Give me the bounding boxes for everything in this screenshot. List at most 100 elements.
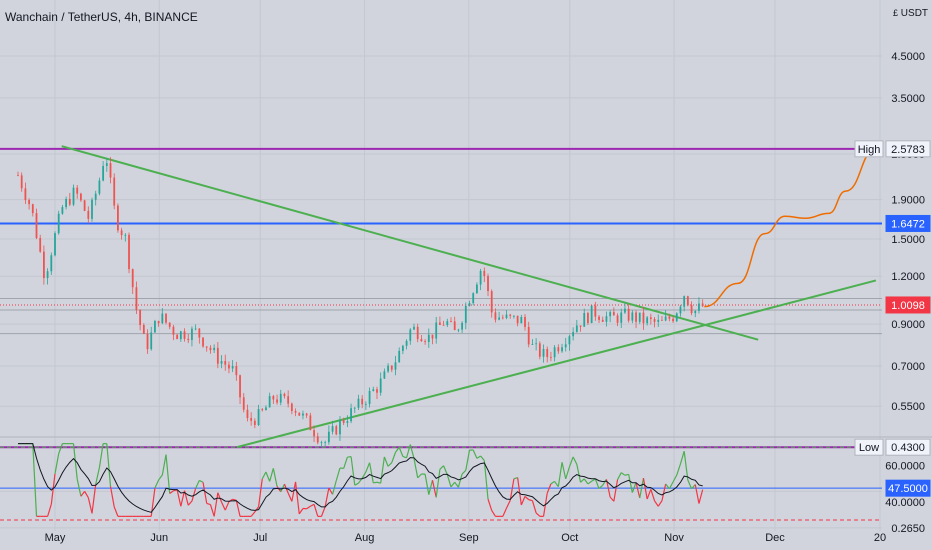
high-price-badge-value: 2.5783 (891, 144, 925, 156)
candle-body (46, 271, 49, 279)
candle-body (342, 420, 345, 423)
rsi-segment (505, 500, 511, 509)
rsi-segment (331, 480, 337, 495)
rsi-segment (383, 456, 389, 467)
candle-body (235, 366, 238, 376)
rsi-segment (672, 474, 678, 483)
candle-body (438, 322, 441, 325)
candle-body (631, 312, 634, 321)
rsi-segment (524, 495, 530, 501)
projection-path[interactable] (704, 148, 877, 308)
candle-body (627, 308, 630, 321)
rsi-segment (443, 465, 448, 475)
candle-body (590, 305, 593, 324)
rsi-segment (235, 500, 241, 517)
x-tick-label: Oct (561, 532, 578, 544)
candle-body (398, 350, 401, 363)
rsi-segment (287, 492, 293, 502)
candle-body (675, 313, 678, 322)
rsi-segment (687, 479, 693, 489)
x-tick-label: Sep (459, 532, 479, 544)
candle-body (527, 326, 530, 345)
candle-body (272, 396, 275, 400)
x-tick-label: 20 (874, 532, 886, 544)
price-axis[interactable]: 4.50003.50002.50001.90001.50001.20000.90… (885, 51, 925, 535)
candle-body (524, 317, 526, 327)
candle-body (575, 325, 578, 333)
rsi-segment (376, 481, 381, 484)
rsi-segment (568, 456, 574, 468)
rsi-segment (313, 504, 319, 517)
candle-body (290, 403, 293, 412)
low-price-badge-box (885, 438, 931, 456)
rsi-segment (291, 481, 297, 502)
rsi-segment (646, 489, 652, 500)
candle-body (372, 389, 375, 391)
rsi-segment (517, 477, 522, 506)
rsi-segment (594, 478, 600, 489)
current-price-badge-value: 1.0098 (891, 300, 925, 312)
rsi-segment (32, 443, 38, 517)
candle-body (457, 329, 460, 331)
candle-body (461, 322, 464, 330)
candle-body (302, 413, 304, 416)
candle-body (394, 362, 397, 370)
rsi-segment (161, 454, 167, 476)
rsi-segment (398, 447, 404, 457)
trendlines[interactable] (61, 145, 877, 449)
candle-body (479, 270, 482, 285)
candle-body (139, 310, 142, 326)
candle-body (664, 316, 667, 321)
candle-body (331, 426, 334, 432)
candle-body (294, 411, 297, 413)
candle-body (83, 200, 86, 211)
candle-body (579, 325, 582, 327)
rsi-segment (528, 499, 533, 502)
candle-body (649, 317, 652, 320)
candle-body (105, 163, 108, 166)
candle-body (498, 317, 501, 320)
candle-body (339, 420, 341, 435)
level-price-badge-box (885, 214, 931, 232)
rsi-segment (265, 471, 271, 482)
y-tick-label: 1.5000 (891, 234, 925, 246)
rsi-segment (620, 472, 626, 476)
rsi-segment (535, 512, 541, 517)
candle-body (231, 366, 234, 369)
rsi-segment (347, 455, 352, 458)
rsi-segment (491, 510, 496, 517)
candle-body (28, 200, 30, 205)
candle-body (150, 332, 153, 350)
candle-body (350, 408, 352, 422)
rsi-segment (520, 496, 526, 506)
rsi-segment (350, 456, 356, 486)
rsi-segment (232, 498, 237, 501)
candle-body (361, 398, 364, 405)
candle-body (202, 337, 204, 347)
rsi-segment (417, 473, 422, 479)
candle-body (487, 276, 489, 292)
rsi-segment (424, 474, 430, 495)
candle-body (453, 321, 456, 331)
candle-body (187, 338, 190, 341)
rsi-segment (457, 473, 463, 488)
rsi-segment (206, 502, 211, 506)
rsi-segment (487, 498, 493, 511)
candle-body (327, 431, 330, 443)
rsi-segment (631, 482, 637, 493)
candle-body (246, 409, 249, 419)
candle-body (191, 328, 193, 341)
rsi-signal-line (17, 443, 703, 513)
rsi-segment (698, 489, 704, 504)
rsi-segment (191, 488, 197, 502)
time-axis[interactable]: May Jun Jul Aug Sep Oct Nov Dec 20 (45, 532, 887, 544)
candle-body (124, 234, 127, 236)
rsi-segment (554, 481, 559, 488)
candle-body (313, 430, 315, 437)
rsi-segment (87, 497, 93, 514)
candle-body (357, 398, 360, 408)
projection-curve (704, 148, 877, 308)
rsi-segment (480, 455, 485, 461)
candle-body (54, 233, 56, 256)
